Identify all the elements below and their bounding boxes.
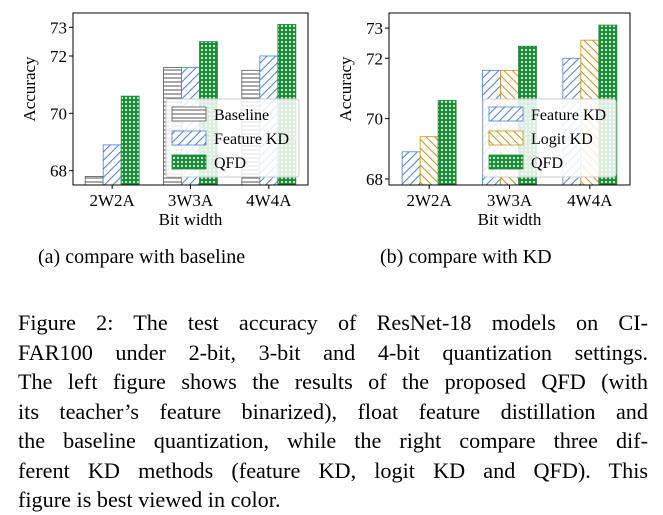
legend-label-qfd: QFD [214, 155, 246, 172]
y-tick-label: 72 [50, 47, 67, 66]
figure-caption-line: FAR100 under 2-bit, 3-bit and 4-bit quan… [18, 339, 648, 365]
y-tick-label: 68 [366, 170, 383, 189]
y-axis-label: Accuracy [20, 56, 39, 122]
y-tick-label: 72 [366, 49, 383, 68]
figure-caption-line: the baseline quantization, while the rig… [18, 428, 648, 453]
figure-caption: Figure 2: The test accuracy of ResNet-18… [18, 308, 648, 515]
bar-logit-kd-2w2a [419, 136, 439, 186]
figure-caption-line: Figure 2: The test accuracy of ResNet-18… [18, 310, 648, 335]
figure-charts: 68 70 72 73 2W2A 3W3A 4W4A Bit width Accuracy Bas… [20, 12, 631, 229]
legend-label-logit-kd: Logit KD [531, 131, 593, 148]
chart-compare-baseline: 68 70 72 73 2W2A 3W3A 4W4A Bit width Accuracy Bas… [20, 12, 309, 229]
y-axis-label: Accuracy [336, 56, 355, 122]
x-axis-label: Bit width [478, 210, 542, 229]
legend-label-qfd: QFD [531, 155, 563, 172]
bar-qfd-2w2a [437, 100, 457, 186]
x-tick-label: 3W3A [168, 191, 214, 210]
legend-swatch-logit-kd [488, 130, 524, 146]
y-tick-label: 73 [366, 19, 383, 38]
y-tick-label: 70 [50, 104, 67, 123]
legend: Baseline Feature KD QFD [165, 98, 300, 178]
bar-feature-kd-2w2a [102, 144, 122, 186]
figure-caption-line: figure is best viewed in color. [18, 487, 281, 512]
chart-compare-kd: 68 70 72 73 2W2A 3W3A 4W4A Bit width Accuracy Fea… [336, 12, 631, 229]
legend: Feature KD Logit KD QFD [482, 98, 617, 178]
subfigure-caption-a: (a) compare with baseline [38, 246, 246, 268]
bar-feature-kd-2w2a [401, 151, 421, 186]
bar-qfd-2w2a [120, 95, 140, 186]
legend-swatch-qfd [171, 154, 207, 170]
legend-label-feature-kd: Feature KD [531, 107, 606, 124]
subfigure-caption-b: (b) compare with KD [380, 246, 552, 268]
legend-swatch-feature-kd [171, 130, 207, 146]
x-axis-label: Bit width [159, 210, 223, 229]
x-tick-label: 4W4A [567, 191, 613, 210]
y-tick-label: 68 [50, 162, 67, 181]
figure-caption-line: ferent KD methods (feature KD, logit KD … [18, 457, 648, 483]
y-tick-label: 73 [50, 18, 67, 37]
legend-label-feature-kd: Feature KD [214, 131, 289, 148]
x-tick-label: 2W2A [407, 191, 453, 210]
legend-swatch-baseline [171, 106, 207, 122]
legend-swatch-feature-kd [488, 106, 524, 122]
x-tick-label: 3W3A [487, 191, 533, 210]
bar-baseline-2w2a [84, 175, 104, 186]
legend-label-baseline: Baseline [214, 107, 269, 124]
x-tick-label: 2W2A [90, 191, 136, 210]
y-tick-label: 70 [366, 110, 383, 129]
legend-swatch-qfd [488, 154, 524, 170]
figure-caption-line: The left figure shows the results of the… [18, 369, 648, 394]
x-tick-label: 4W4A [246, 191, 292, 210]
figure-caption-line: its teacher’s feature binarized), float … [18, 398, 648, 424]
